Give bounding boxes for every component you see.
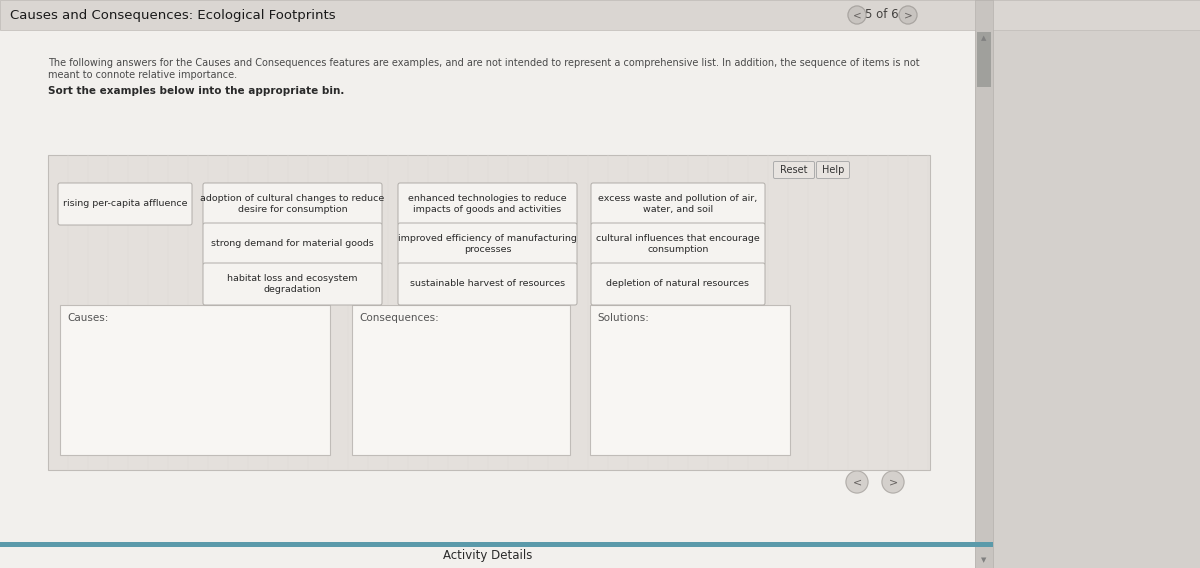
Text: habitat loss and ecosystem
degradation: habitat loss and ecosystem degradation — [227, 274, 358, 294]
FancyBboxPatch shape — [58, 183, 192, 225]
FancyBboxPatch shape — [0, 30, 974, 568]
FancyBboxPatch shape — [0, 0, 1200, 30]
FancyBboxPatch shape — [592, 223, 766, 265]
Text: improved efficiency of manufacturing
processes: improved efficiency of manufacturing pro… — [398, 234, 577, 254]
Text: Solutions:: Solutions: — [598, 313, 649, 323]
Text: rising per-capita affluence: rising per-capita affluence — [62, 199, 187, 208]
Text: depletion of natural resources: depletion of natural resources — [606, 279, 750, 289]
Text: Reset: Reset — [780, 165, 808, 175]
Circle shape — [846, 471, 868, 493]
FancyBboxPatch shape — [977, 32, 991, 87]
Circle shape — [848, 6, 866, 24]
Text: ▲: ▲ — [982, 35, 986, 41]
Text: Help: Help — [822, 165, 844, 175]
FancyBboxPatch shape — [774, 161, 815, 178]
FancyBboxPatch shape — [398, 223, 577, 265]
Text: >: > — [888, 477, 898, 487]
Text: Causes and Consequences: Ecological Footprints: Causes and Consequences: Ecological Foot… — [10, 9, 336, 22]
Circle shape — [882, 471, 904, 493]
Text: 5 of 6: 5 of 6 — [865, 9, 899, 22]
Text: Activity Details: Activity Details — [443, 549, 532, 562]
Circle shape — [899, 6, 917, 24]
Text: strong demand for material goods: strong demand for material goods — [211, 240, 374, 249]
FancyBboxPatch shape — [592, 183, 766, 225]
FancyBboxPatch shape — [203, 223, 382, 265]
FancyBboxPatch shape — [203, 183, 382, 225]
Text: >: > — [904, 10, 912, 20]
FancyBboxPatch shape — [816, 161, 850, 178]
Text: <: < — [853, 10, 862, 20]
Text: adoption of cultural changes to reduce
desire for consumption: adoption of cultural changes to reduce d… — [200, 194, 385, 214]
FancyBboxPatch shape — [974, 0, 994, 568]
Text: sustainable harvest of resources: sustainable harvest of resources — [410, 279, 565, 289]
FancyBboxPatch shape — [398, 183, 577, 225]
FancyBboxPatch shape — [590, 305, 790, 455]
FancyBboxPatch shape — [60, 305, 330, 455]
FancyBboxPatch shape — [592, 263, 766, 305]
Text: Consequences:: Consequences: — [359, 313, 439, 323]
Text: Sort the examples below into the appropriate bin.: Sort the examples below into the appropr… — [48, 86, 344, 96]
FancyBboxPatch shape — [48, 155, 930, 470]
Text: The following answers for the Causes and Consequences features are examples, and: The following answers for the Causes and… — [48, 58, 919, 68]
FancyBboxPatch shape — [0, 542, 994, 547]
FancyBboxPatch shape — [398, 263, 577, 305]
Text: ▼: ▼ — [982, 557, 986, 563]
Text: enhanced technologies to reduce
impacts of goods and activities: enhanced technologies to reduce impacts … — [408, 194, 566, 214]
Text: meant to connote relative importance.: meant to connote relative importance. — [48, 70, 238, 80]
FancyBboxPatch shape — [352, 305, 570, 455]
FancyBboxPatch shape — [203, 263, 382, 305]
Text: Causes:: Causes: — [67, 313, 108, 323]
Text: cultural influences that encourage
consumption: cultural influences that encourage consu… — [596, 234, 760, 254]
Text: excess waste and pollution of air,
water, and soil: excess waste and pollution of air, water… — [599, 194, 757, 214]
Text: <: < — [852, 477, 862, 487]
